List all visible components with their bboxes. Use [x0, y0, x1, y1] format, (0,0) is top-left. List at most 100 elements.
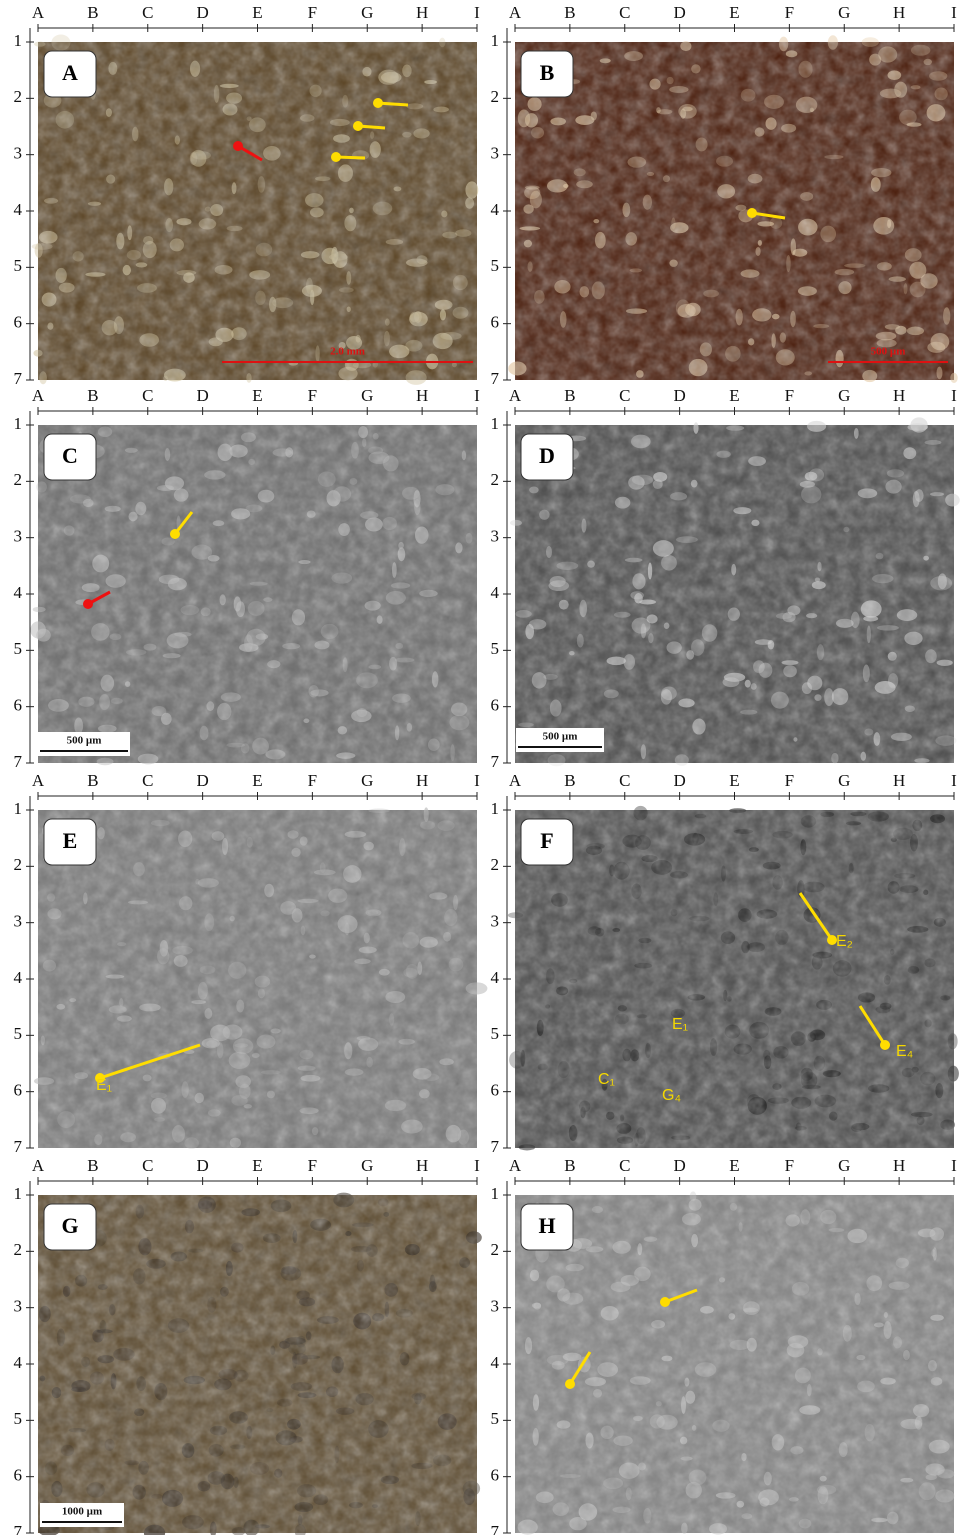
- col-label: G: [361, 771, 373, 790]
- row-label: 5: [14, 1024, 23, 1043]
- row-label: 4: [491, 583, 500, 602]
- row-label: 2: [491, 1240, 500, 1259]
- col-label: E: [729, 386, 739, 405]
- row-label: 4: [14, 968, 23, 987]
- arrow-head: [331, 152, 341, 162]
- scale-text: 500 µm: [67, 735, 102, 747]
- row-label: 1: [491, 414, 500, 433]
- col-label: F: [308, 3, 317, 22]
- col-label: H: [416, 3, 428, 22]
- col-label: C: [619, 1156, 630, 1175]
- col-label: B: [87, 1156, 98, 1175]
- row-label: 5: [14, 639, 23, 658]
- row-label: 3: [491, 1297, 500, 1316]
- col-label: G: [838, 771, 850, 790]
- col-label: C: [619, 3, 630, 22]
- row-label: 6: [14, 1466, 23, 1485]
- col-label: I: [474, 1156, 480, 1175]
- col-label: C: [619, 386, 630, 405]
- panel-label: C: [62, 443, 78, 468]
- col-label: A: [32, 386, 45, 405]
- row-label: 5: [491, 1409, 500, 1428]
- col-label: H: [893, 3, 905, 22]
- row-label: 7: [491, 1137, 500, 1156]
- row-label: 3: [491, 912, 500, 931]
- col-label: H: [893, 1156, 905, 1175]
- col-label: E: [729, 1156, 739, 1175]
- row-label: 3: [14, 912, 23, 931]
- col-label: E: [252, 386, 262, 405]
- col-label: G: [361, 1156, 373, 1175]
- col-label: A: [509, 1156, 522, 1175]
- row-label: 6: [491, 1081, 500, 1100]
- scale-text: 2.0 mm: [330, 346, 365, 358]
- col-label: H: [416, 771, 428, 790]
- row-label: 7: [491, 1522, 500, 1535]
- row-label: 3: [491, 144, 500, 163]
- col-label: F: [785, 3, 794, 22]
- texture: [515, 810, 954, 1148]
- col-label: D: [673, 1156, 685, 1175]
- col-label: E: [729, 3, 739, 22]
- col-label: B: [564, 3, 575, 22]
- row-label: 4: [14, 200, 23, 219]
- row-label: 1: [14, 1184, 23, 1203]
- row-label: 3: [14, 1297, 23, 1316]
- row-label: 5: [14, 1409, 23, 1428]
- row-label: 4: [14, 583, 23, 602]
- row-label: 6: [14, 1081, 23, 1100]
- row-label: 4: [491, 968, 500, 987]
- row-label: 4: [491, 200, 500, 219]
- col-label: A: [32, 771, 45, 790]
- figure: ABCDEFGHI1234567A2.0 mmABCDEFGHI1234567B…: [0, 0, 961, 1535]
- arrow-head: [170, 529, 180, 539]
- col-label: B: [564, 386, 575, 405]
- col-label: D: [673, 771, 685, 790]
- row-label: 2: [491, 87, 500, 106]
- col-label: I: [951, 1156, 957, 1175]
- col-label: I: [951, 771, 957, 790]
- col-label: A: [509, 3, 522, 22]
- col-label: I: [474, 771, 480, 790]
- row-label: 2: [14, 470, 23, 489]
- col-label: F: [308, 1156, 317, 1175]
- col-label: C: [142, 771, 153, 790]
- arrow-head: [880, 1040, 890, 1050]
- arrow-head: [83, 599, 93, 609]
- col-label: D: [673, 3, 685, 22]
- col-label: I: [951, 386, 957, 405]
- col-label: E: [729, 771, 739, 790]
- panel-label: B: [540, 60, 555, 85]
- arrow-head: [353, 121, 363, 131]
- texture: [38, 42, 477, 380]
- col-label: D: [196, 386, 208, 405]
- row-label: 7: [14, 369, 23, 388]
- arrow-head: [373, 98, 383, 108]
- row-label: 5: [14, 256, 23, 275]
- row-label: 4: [491, 1353, 500, 1372]
- row-label: 2: [14, 87, 23, 106]
- row-label: 7: [491, 369, 500, 388]
- col-label: B: [564, 1156, 575, 1175]
- row-label: 7: [14, 1137, 23, 1156]
- col-label: F: [308, 771, 317, 790]
- col-label: G: [361, 3, 373, 22]
- texture: [38, 1195, 477, 1533]
- col-label: C: [619, 771, 630, 790]
- row-label: 4: [14, 1353, 23, 1372]
- panel-label: F: [540, 828, 553, 853]
- annotation: E₁: [96, 1077, 112, 1094]
- col-label: A: [32, 3, 45, 22]
- annotation: E₁: [672, 1016, 688, 1033]
- panel-label: E: [63, 828, 78, 853]
- row-label: 1: [14, 31, 23, 50]
- col-label: D: [196, 3, 208, 22]
- texture: [38, 810, 477, 1148]
- annotation: G₄: [662, 1087, 681, 1104]
- col-label: A: [509, 386, 522, 405]
- row-label: 1: [491, 1184, 500, 1203]
- panel-label: H: [538, 1213, 555, 1238]
- texture: [515, 425, 954, 763]
- col-label: A: [32, 1156, 45, 1175]
- col-label: F: [785, 1156, 794, 1175]
